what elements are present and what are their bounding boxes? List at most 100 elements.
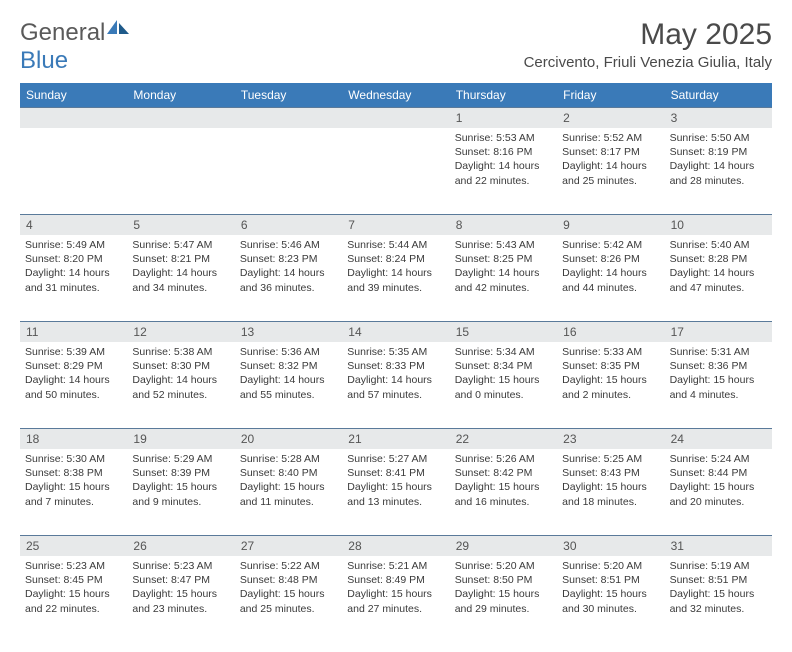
- day-number: 18: [20, 428, 127, 449]
- day-number: 10: [665, 214, 772, 235]
- day-details: Sunrise: 5:23 AMSunset: 8:47 PMDaylight:…: [132, 559, 229, 616]
- weekday-friday: Friday: [557, 83, 664, 107]
- day-cell: Sunrise: 5:21 AMSunset: 8:49 PMDaylight:…: [342, 556, 449, 642]
- day-number: 6: [235, 214, 342, 235]
- day-number: 9: [557, 214, 664, 235]
- day-number: 21: [342, 428, 449, 449]
- daylight-line2: and 52 minutes.: [132, 388, 229, 402]
- day-cell: Sunrise: 5:39 AMSunset: 8:29 PMDaylight:…: [20, 342, 127, 428]
- day-details: Sunrise: 5:40 AMSunset: 8:28 PMDaylight:…: [670, 238, 767, 295]
- weekday-saturday: Saturday: [665, 83, 772, 107]
- daylight-line2: and 2 minutes.: [562, 388, 659, 402]
- daylight-line2: and 20 minutes.: [670, 495, 767, 509]
- month-title: May 2025: [524, 18, 772, 52]
- day-cell: Sunrise: 5:26 AMSunset: 8:42 PMDaylight:…: [450, 449, 557, 535]
- daylight-line1: Daylight: 14 hours: [455, 159, 552, 173]
- daylight-line1: Daylight: 14 hours: [25, 266, 122, 280]
- day-cell: Sunrise: 5:19 AMSunset: 8:51 PMDaylight:…: [665, 556, 772, 642]
- sunset-text: Sunset: 8:28 PM: [670, 252, 767, 266]
- daylight-line1: Daylight: 15 hours: [562, 373, 659, 387]
- sunset-text: Sunset: 8:47 PM: [132, 573, 229, 587]
- sunset-text: Sunset: 8:36 PM: [670, 359, 767, 373]
- sunrise-text: Sunrise: 5:50 AM: [670, 131, 767, 145]
- sunset-text: Sunset: 8:29 PM: [25, 359, 122, 373]
- daylight-line2: and 32 minutes.: [670, 602, 767, 616]
- daylight-line2: and 9 minutes.: [132, 495, 229, 509]
- week-row: Sunrise: 5:30 AMSunset: 8:38 PMDaylight:…: [20, 449, 772, 535]
- day-details: Sunrise: 5:53 AMSunset: 8:16 PMDaylight:…: [455, 131, 552, 188]
- day-number: 20: [235, 428, 342, 449]
- day-number: 3: [665, 107, 772, 128]
- day-cell: Sunrise: 5:52 AMSunset: 8:17 PMDaylight:…: [557, 128, 664, 214]
- day-details: Sunrise: 5:29 AMSunset: 8:39 PMDaylight:…: [132, 452, 229, 509]
- sunset-text: Sunset: 8:35 PM: [562, 359, 659, 373]
- brand-text: GeneralBlue: [20, 18, 131, 75]
- day-number: 13: [235, 321, 342, 342]
- day-cell: Sunrise: 5:49 AMSunset: 8:20 PMDaylight:…: [20, 235, 127, 321]
- daylight-line1: Daylight: 15 hours: [455, 480, 552, 494]
- daylight-line2: and 30 minutes.: [562, 602, 659, 616]
- day-cell: Sunrise: 5:22 AMSunset: 8:48 PMDaylight:…: [235, 556, 342, 642]
- sunset-text: Sunset: 8:21 PM: [132, 252, 229, 266]
- sunrise-text: Sunrise: 5:27 AM: [347, 452, 444, 466]
- daylight-line1: Daylight: 15 hours: [25, 480, 122, 494]
- weekday-monday: Monday: [127, 83, 234, 107]
- sunrise-text: Sunrise: 5:47 AM: [132, 238, 229, 252]
- daylight-line2: and 22 minutes.: [25, 602, 122, 616]
- daylight-line1: Daylight: 15 hours: [347, 480, 444, 494]
- day-cell: Sunrise: 5:29 AMSunset: 8:39 PMDaylight:…: [127, 449, 234, 535]
- day-details: Sunrise: 5:46 AMSunset: 8:23 PMDaylight:…: [240, 238, 337, 295]
- day-number: 30: [557, 535, 664, 556]
- daynum-row: ....123: [20, 107, 772, 128]
- sunrise-text: Sunrise: 5:22 AM: [240, 559, 337, 573]
- daylight-line2: and 39 minutes.: [347, 281, 444, 295]
- empty-cell: [235, 128, 342, 214]
- daylight-line2: and 29 minutes.: [455, 602, 552, 616]
- daylight-line1: Daylight: 15 hours: [132, 587, 229, 601]
- sunset-text: Sunset: 8:51 PM: [562, 573, 659, 587]
- day-details: Sunrise: 5:39 AMSunset: 8:29 PMDaylight:…: [25, 345, 122, 402]
- sunrise-text: Sunrise: 5:23 AM: [25, 559, 122, 573]
- day-cell: Sunrise: 5:24 AMSunset: 8:44 PMDaylight:…: [665, 449, 772, 535]
- sunset-text: Sunset: 8:49 PM: [347, 573, 444, 587]
- day-details: Sunrise: 5:20 AMSunset: 8:51 PMDaylight:…: [562, 559, 659, 616]
- sunrise-text: Sunrise: 5:52 AM: [562, 131, 659, 145]
- daylight-line1: Daylight: 15 hours: [670, 480, 767, 494]
- daylight-line2: and 34 minutes.: [132, 281, 229, 295]
- sunrise-text: Sunrise: 5:21 AM: [347, 559, 444, 573]
- sunrise-text: Sunrise: 5:46 AM: [240, 238, 337, 252]
- daylight-line1: Daylight: 14 hours: [562, 159, 659, 173]
- sunrise-text: Sunrise: 5:44 AM: [347, 238, 444, 252]
- day-cell: Sunrise: 5:34 AMSunset: 8:34 PMDaylight:…: [450, 342, 557, 428]
- day-details: Sunrise: 5:23 AMSunset: 8:45 PMDaylight:…: [25, 559, 122, 616]
- daylight-line1: Daylight: 15 hours: [562, 480, 659, 494]
- day-number: 2: [557, 107, 664, 128]
- sunset-text: Sunset: 8:16 PM: [455, 145, 552, 159]
- sunset-text: Sunset: 8:42 PM: [455, 466, 552, 480]
- empty-cell: [342, 128, 449, 214]
- daylight-line2: and 13 minutes.: [347, 495, 444, 509]
- daylight-line1: Daylight: 14 hours: [240, 266, 337, 280]
- sunrise-text: Sunrise: 5:20 AM: [455, 559, 552, 573]
- weeks-container: ....123 Sunrise: 5:53 AMSunset: 8:16 PMDa…: [20, 107, 772, 642]
- daylight-line2: and 47 minutes.: [670, 281, 767, 295]
- day-cell: Sunrise: 5:42 AMSunset: 8:26 PMDaylight:…: [557, 235, 664, 321]
- day-details: Sunrise: 5:27 AMSunset: 8:41 PMDaylight:…: [347, 452, 444, 509]
- header: GeneralBlue May 2025 Cercivento, Friuli …: [20, 18, 772, 75]
- daylight-line2: and 50 minutes.: [25, 388, 122, 402]
- sunset-text: Sunset: 8:33 PM: [347, 359, 444, 373]
- day-cell: Sunrise: 5:53 AMSunset: 8:16 PMDaylight:…: [450, 128, 557, 214]
- day-number: 25: [20, 535, 127, 556]
- day-number: 8: [450, 214, 557, 235]
- sunrise-text: Sunrise: 5:25 AM: [562, 452, 659, 466]
- sunset-text: Sunset: 8:24 PM: [347, 252, 444, 266]
- day-details: Sunrise: 5:33 AMSunset: 8:35 PMDaylight:…: [562, 345, 659, 402]
- day-number: 22: [450, 428, 557, 449]
- sunrise-text: Sunrise: 5:36 AM: [240, 345, 337, 359]
- daylight-line2: and 57 minutes.: [347, 388, 444, 402]
- empty-day: .: [127, 107, 234, 128]
- day-cell: Sunrise: 5:43 AMSunset: 8:25 PMDaylight:…: [450, 235, 557, 321]
- sunset-text: Sunset: 8:50 PM: [455, 573, 552, 587]
- day-cell: Sunrise: 5:35 AMSunset: 8:33 PMDaylight:…: [342, 342, 449, 428]
- daylight-line2: and 27 minutes.: [347, 602, 444, 616]
